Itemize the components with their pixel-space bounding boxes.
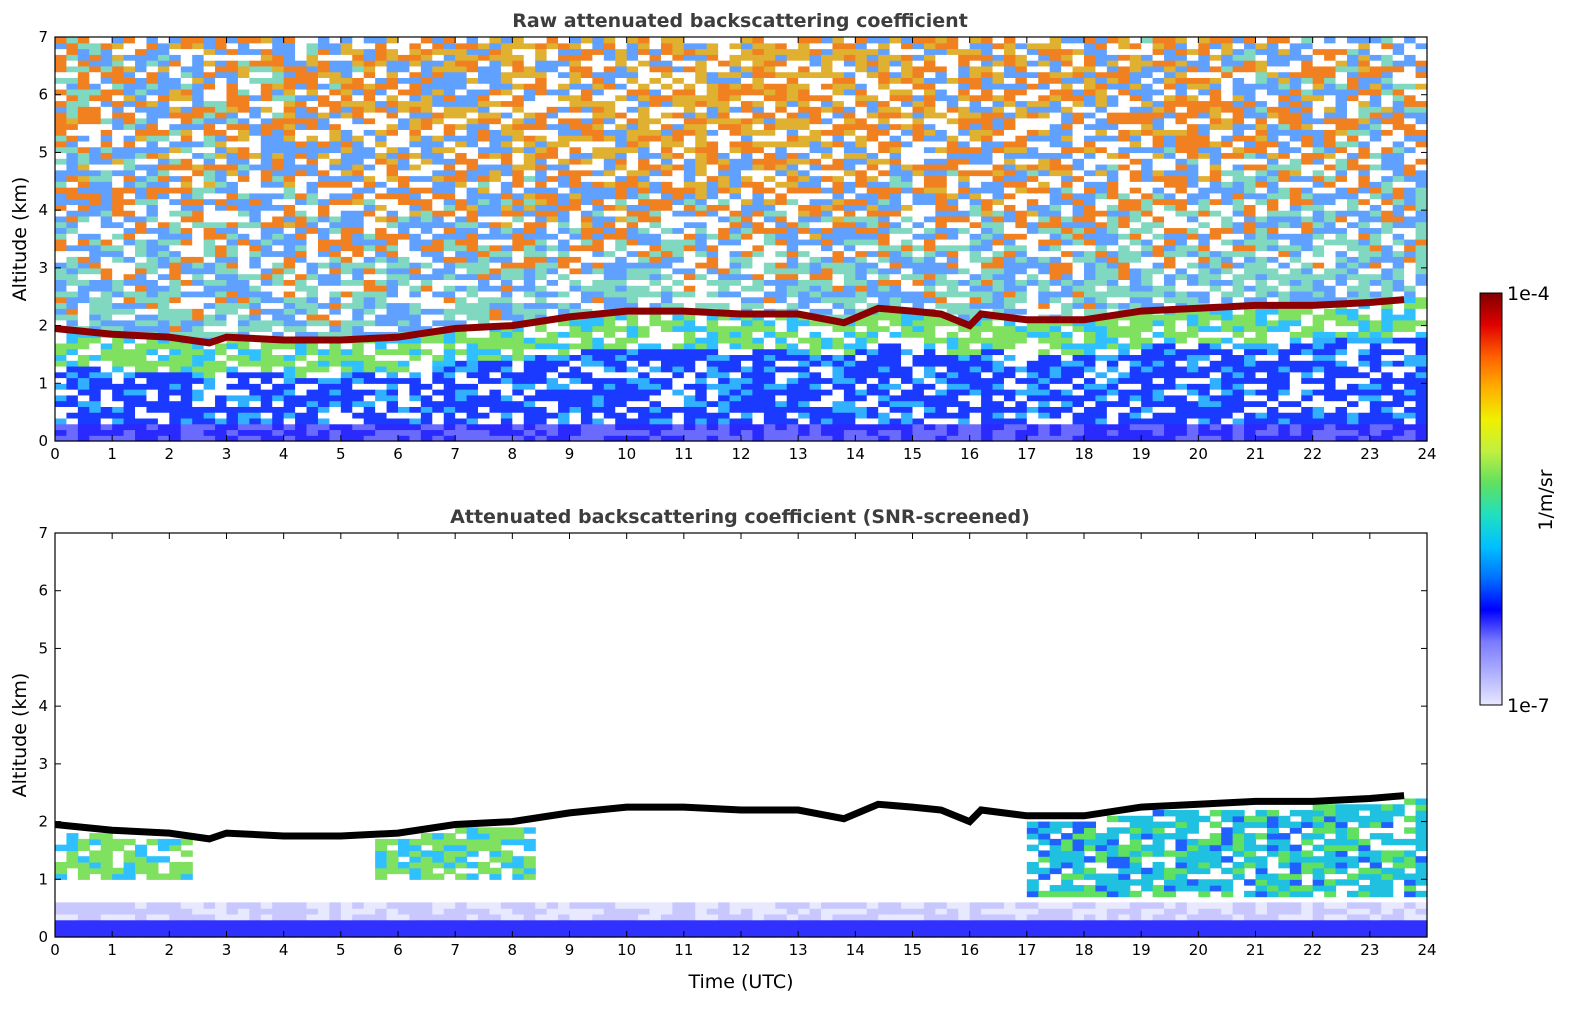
y-tick-label: 0 [38, 432, 48, 450]
cloud-top-line [54, 296, 1405, 347]
colorbar-scale [1479, 292, 1503, 706]
y-tick-label: 7 [38, 28, 48, 46]
x-tick-label: 19 [1132, 445, 1151, 463]
heatmap-area [54, 37, 1428, 442]
x-tick-label: 3 [222, 445, 232, 463]
y-tick-label: 1 [38, 374, 48, 392]
backscatter-field [55, 37, 1428, 442]
y-tick-label: 2 [38, 813, 48, 831]
x-tick-label: 4 [279, 445, 289, 463]
backscatter-field [55, 798, 1428, 938]
x-tick-label: 17 [1017, 941, 1036, 959]
x-tick-label: 18 [1074, 941, 1093, 959]
x-tick-label: 23 [1360, 941, 1379, 959]
x-tick-label: 24 [1417, 941, 1436, 959]
x-tick-label: 21 [1246, 941, 1265, 959]
y-axis: 0 1 2 3 4 5 6 7 [38, 524, 1427, 946]
x-tick-label: 0 [50, 941, 60, 959]
x-tick-label: 15 [903, 941, 922, 959]
y-tick-label: 3 [38, 755, 48, 773]
x-tick-label: 7 [450, 445, 460, 463]
x-tick-label: 6 [393, 941, 403, 959]
x-tick-label: 20 [1189, 445, 1208, 463]
y-axis-label: Altitude (km) [9, 673, 31, 798]
x-tick-label: 24 [1417, 445, 1436, 463]
x-tick-label: 22 [1303, 445, 1322, 463]
x-tick-label: 1 [107, 445, 117, 463]
x-tick-label: 9 [565, 941, 575, 959]
x-tick-label: 5 [336, 941, 346, 959]
panel-title: Attenuated backscattering coefficient (S… [450, 506, 1030, 528]
colorbar: 1e-4 1e-7 1/m/sr [1479, 283, 1557, 717]
x-tick-label: 20 [1189, 941, 1208, 959]
colorbar-max-label: 1e-4 [1507, 283, 1550, 305]
x-axis: 0 1 2 3 4 5 6 7 8 9 10 11 12 13 14 15 16 17 18 19 20 21 22 23 24 [50, 533, 1437, 959]
x-tick-label: 16 [960, 941, 979, 959]
y-tick-label: 6 [38, 86, 48, 104]
x-axis-label: Time (UTC) [687, 971, 793, 993]
x-tick-label: 22 [1303, 941, 1322, 959]
x-tick-label: 10 [617, 445, 636, 463]
heatmap-area [54, 533, 1428, 938]
x-tick-label: 15 [903, 445, 922, 463]
colorbar-min-label: 1e-7 [1507, 695, 1550, 717]
x-tick-label: 16 [960, 445, 979, 463]
colorbar-unit-label: 1/m/sr [1535, 469, 1557, 530]
panel-screened: Attenuated backscattering coefficient (S… [9, 506, 1437, 993]
x-tick-label: 1 [107, 941, 117, 959]
y-tick-label: 2 [38, 317, 48, 335]
x-tick-label: 11 [674, 445, 693, 463]
y-tick-label: 7 [38, 524, 48, 542]
y-tick-label: 4 [38, 201, 48, 219]
x-tick-label: 4 [279, 941, 289, 959]
x-tick-label: 12 [731, 941, 750, 959]
x-tick-label: 7 [450, 941, 460, 959]
y-tick-label: 5 [38, 639, 48, 657]
x-tick-label: 19 [1132, 941, 1151, 959]
cloud-layer [54, 792, 1405, 843]
x-tick-label: 8 [508, 941, 518, 959]
x-tick-label: 14 [846, 445, 865, 463]
y-tick-label: 1 [38, 870, 48, 888]
x-tick-label: 8 [508, 445, 518, 463]
cloud-top-line [54, 792, 1405, 843]
x-axis: 0 1 2 3 4 5 6 7 8 9 10 11 12 13 14 15 16 17 18 19 20 21 22 23 24 [50, 37, 1437, 463]
x-tick-label: 9 [565, 445, 575, 463]
x-tick-label: 17 [1017, 445, 1036, 463]
x-tick-label: 14 [846, 941, 865, 959]
x-tick-label: 12 [731, 445, 750, 463]
y-axis-label: Altitude (km) [9, 177, 31, 302]
cloud-layer [54, 296, 1405, 347]
x-tick-label: 5 [336, 445, 346, 463]
panel-raw: Raw attenuated backscattering coefficien… [9, 10, 1437, 463]
x-tick-label: 23 [1360, 445, 1379, 463]
x-tick-label: 13 [789, 445, 808, 463]
x-tick-label: 3 [222, 941, 232, 959]
x-tick-label: 6 [393, 445, 403, 463]
y-tick-label: 0 [38, 928, 48, 946]
y-tick-label: 6 [38, 582, 48, 600]
y-tick-label: 4 [38, 697, 48, 715]
x-tick-label: 18 [1074, 445, 1093, 463]
y-axis: 0 1 2 3 4 5 6 7 [38, 28, 1427, 450]
x-tick-label: 10 [617, 941, 636, 959]
x-tick-label: 2 [165, 941, 175, 959]
x-tick-label: 13 [789, 941, 808, 959]
y-tick-label: 5 [38, 143, 48, 161]
x-tick-label: 0 [50, 445, 60, 463]
y-tick-label: 3 [38, 259, 48, 277]
panel-title: Raw attenuated backscattering coefficien… [512, 10, 968, 32]
x-tick-label: 21 [1246, 445, 1265, 463]
x-tick-label: 2 [165, 445, 175, 463]
x-tick-label: 11 [674, 941, 693, 959]
